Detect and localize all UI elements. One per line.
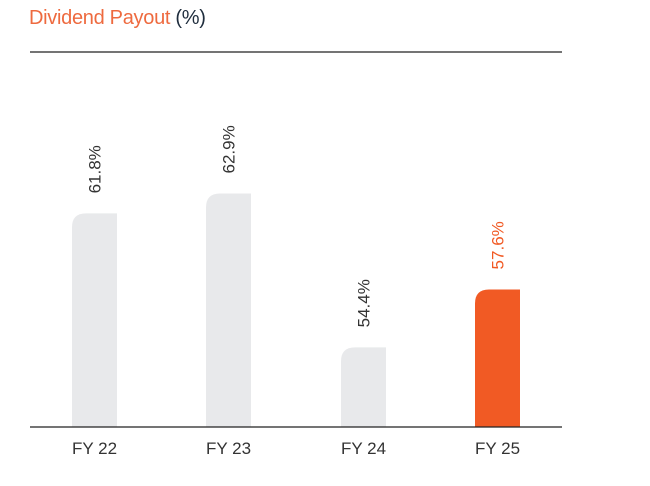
data-label: 54.4% xyxy=(355,279,374,327)
chart-title-unit: (%) xyxy=(175,7,206,29)
chart-title: Dividend Payout (%) xyxy=(29,7,206,30)
x-tick-label: FY 25 xyxy=(475,439,520,458)
bar-fy24 xyxy=(341,347,386,427)
x-tick-label: FY 22 xyxy=(72,439,117,458)
chart-title-text: Dividend Payout xyxy=(29,7,171,29)
data-label: 61.8% xyxy=(86,145,105,193)
data-label: 57.6% xyxy=(489,221,508,269)
x-tick-label: FY 23 xyxy=(206,439,251,458)
bar-fy25 xyxy=(475,289,520,427)
bar-fy22 xyxy=(72,213,117,427)
bar-fy23 xyxy=(206,193,251,427)
x-tick-label: FY 24 xyxy=(341,439,386,458)
data-label: 62.9% xyxy=(220,125,239,173)
